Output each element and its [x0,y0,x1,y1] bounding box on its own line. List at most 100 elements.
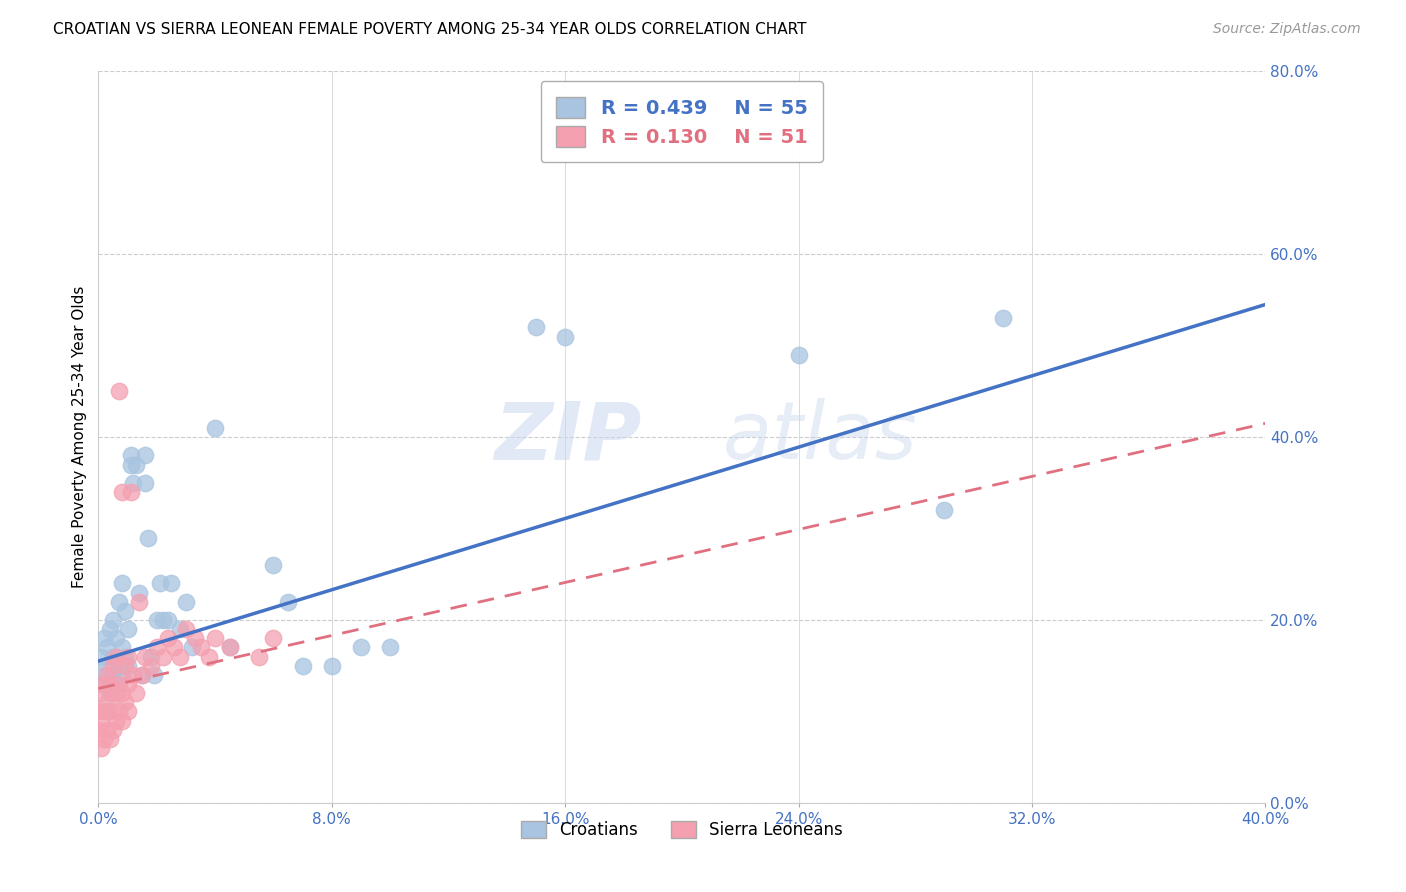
Point [125,458,148,472]
Point [174,622,197,636]
Point [93,677,115,691]
Text: atlas: atlas [723,398,918,476]
Point [104,686,127,700]
Point [93,632,115,646]
Point [198,649,221,664]
Point [108,658,131,673]
Point [262,632,284,646]
Point [114,604,136,618]
Point [104,649,127,664]
Point [149,576,172,591]
Point [380,640,402,655]
Point [787,348,810,362]
Point [98,622,121,636]
Point [146,640,169,655]
Point [96,695,118,709]
Point [114,649,136,664]
Point [218,640,240,655]
Point [114,695,136,709]
Point [117,705,139,719]
Point [120,448,142,462]
Point [247,649,270,664]
Point [122,475,145,490]
Point [134,649,156,664]
Point [104,632,127,646]
Point [183,632,205,646]
Point [104,677,127,691]
Point [90,649,112,664]
Point [134,448,156,462]
Point [96,667,118,681]
Point [120,458,142,472]
Point [321,658,343,673]
Point [163,640,186,655]
Point [111,686,134,700]
Point [152,649,174,664]
Point [87,705,110,719]
Point [90,686,112,700]
Point [139,658,162,673]
Point [350,640,373,655]
Point [93,705,115,719]
Point [101,613,124,627]
Point [101,686,124,700]
Point [101,723,124,737]
Point [262,558,284,573]
Point [218,640,240,655]
Point [93,731,115,746]
Point [142,667,165,681]
Point [117,658,139,673]
Point [554,329,576,343]
Text: CROATIAN VS SIERRA LEONEAN FEMALE POVERTY AMONG 25-34 YEAR OLDS CORRELATION CHAR: CROATIAN VS SIERRA LEONEAN FEMALE POVERT… [53,22,807,37]
Point [96,658,118,673]
Point [104,714,127,728]
Point [96,723,118,737]
Point [160,576,183,591]
Point [98,686,121,700]
Point [128,585,150,599]
Point [98,731,121,746]
Point [98,677,121,691]
Point [524,320,547,334]
Point [87,723,110,737]
Point [120,485,142,500]
Point [139,649,162,664]
Point [180,640,202,655]
Point [111,576,134,591]
Point [152,613,174,627]
Point [291,658,314,673]
Y-axis label: Female Poverty Among 25-34 Year Olds: Female Poverty Among 25-34 Year Olds [72,286,87,588]
Point [111,485,134,500]
Point [117,677,139,691]
Point [190,640,212,655]
Point [131,667,153,681]
Point [96,640,118,655]
Point [111,640,134,655]
Point [117,649,139,664]
Point [131,667,153,681]
Point [136,531,159,545]
Point [114,658,136,673]
Point [108,594,131,608]
Point [204,421,226,435]
Legend: Croatians, Sierra Leoneans: Croatians, Sierra Leoneans [515,814,849,846]
Point [111,667,134,681]
Point [101,649,124,664]
Point [277,594,299,608]
Point [169,622,191,636]
Point [98,705,121,719]
Point [134,475,156,490]
Point [90,714,112,728]
Point [204,632,226,646]
Point [934,503,956,517]
Point [96,705,118,719]
Point [90,740,112,755]
Point [108,677,131,691]
Point [93,667,115,681]
Point [101,667,124,681]
Point [101,658,124,673]
Point [125,686,148,700]
Text: Source: ZipAtlas.com: Source: ZipAtlas.com [1213,22,1361,37]
Point [146,613,169,627]
Point [157,632,180,646]
